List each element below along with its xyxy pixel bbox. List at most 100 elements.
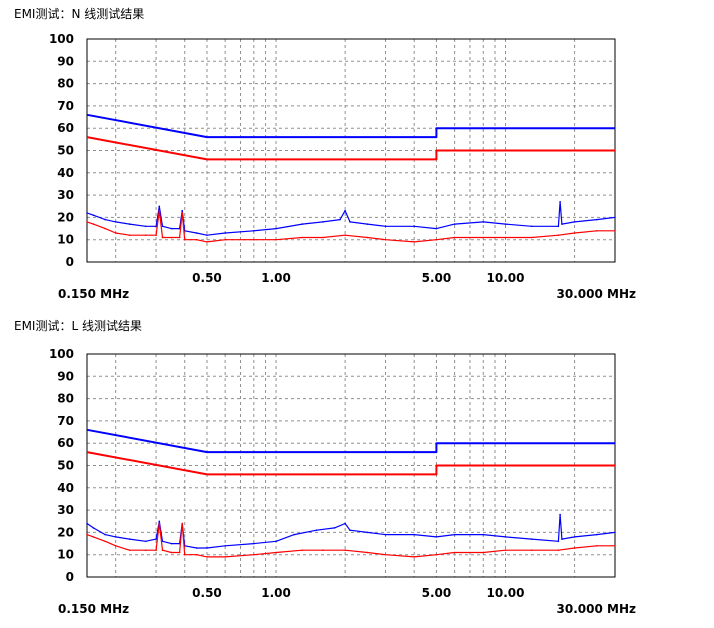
panel-title-l: EMI测试：L 线测试结果 xyxy=(14,319,142,333)
y-tick-label: 80 xyxy=(57,77,74,91)
data-point-measured-qp xyxy=(561,223,563,225)
x-tick-label: 1.00 xyxy=(261,271,291,285)
data-point-measured-qp xyxy=(453,223,456,225)
data-point-measured-avg xyxy=(322,236,324,239)
data-point-measured-avg xyxy=(504,549,507,551)
y-tick-label: 40 xyxy=(57,481,74,495)
data-point-measured-avg xyxy=(573,547,576,549)
data-point-measured-avg xyxy=(178,236,181,239)
data-point-measured-avg xyxy=(183,238,186,241)
data-point-measured-avg xyxy=(435,553,438,556)
range-start-label: 0.150 MHz xyxy=(58,602,129,616)
data-point-measured-avg xyxy=(596,545,598,547)
data-point-measured-avg xyxy=(155,234,157,236)
data-point-measured-avg xyxy=(161,236,164,239)
y-tick-label: 70 xyxy=(57,414,74,428)
data-point-measured-qp xyxy=(293,533,296,536)
data-point-measured-qp xyxy=(482,533,485,536)
data-point-measured-qp xyxy=(128,223,131,225)
data-point-measured-avg xyxy=(453,551,456,554)
series-line-limit-qp xyxy=(86,428,615,454)
data-point-measured-qp xyxy=(413,533,416,536)
y-tick-label: 60 xyxy=(57,436,74,450)
data-point-measured-qp xyxy=(530,225,533,228)
x-tick-label: 0.50 xyxy=(192,586,222,600)
data-point-measured-qp xyxy=(557,225,560,228)
data-point-measured-qp xyxy=(557,540,560,543)
data-point-measured-avg xyxy=(181,522,183,525)
x-tick-label: 10.00 xyxy=(487,271,525,285)
data-point-measured-avg xyxy=(104,227,106,230)
data-point-measured-qp xyxy=(596,218,598,221)
data-point-measured-qp xyxy=(315,529,318,531)
y-tick-label: 50 xyxy=(57,144,74,158)
data-point-measured-avg xyxy=(158,209,161,212)
data-point-measured-avg xyxy=(206,556,208,558)
data-point-measured-qp xyxy=(224,232,226,234)
data-point-measured-qp xyxy=(413,225,416,228)
range-end-label: 30.000 MHz xyxy=(557,287,636,301)
data-point-measured-qp xyxy=(195,547,198,549)
data-point-measured-avg xyxy=(170,236,173,239)
y-tick-label: 20 xyxy=(57,210,74,224)
data-point-measured-avg xyxy=(413,241,416,243)
data-point-measured-qp xyxy=(453,533,456,536)
data-point-measured-avg xyxy=(92,536,95,538)
data-point-measured-avg xyxy=(596,230,598,232)
data-point-measured-qp xyxy=(158,520,161,523)
data-point-measured-avg xyxy=(366,236,369,239)
data-point-measured-avg xyxy=(158,522,161,525)
data-point-measured-avg xyxy=(384,238,387,241)
data-point-measured-qp xyxy=(253,542,255,545)
data-point-measured-avg xyxy=(301,549,304,551)
x-tick-label: 1.00 xyxy=(261,586,291,600)
data-point-measured-qp xyxy=(144,225,147,228)
data-point-measured-avg xyxy=(322,549,324,551)
data-point-measured-avg xyxy=(183,553,186,556)
data-point-measured-avg xyxy=(614,230,616,232)
data-point-measured-qp xyxy=(482,221,485,223)
data-point-measured-avg xyxy=(161,549,164,551)
data-point-measured-qp xyxy=(344,522,346,525)
y-tick-label: 20 xyxy=(57,525,74,539)
y-tick-label: 40 xyxy=(57,166,74,180)
data-point-measured-avg xyxy=(114,232,117,234)
data-point-measured-qp xyxy=(206,547,208,549)
data-point-measured-avg xyxy=(92,223,95,225)
data-point-measured-qp xyxy=(384,225,387,228)
y-tick-label: 10 xyxy=(57,548,74,562)
data-point-measured-qp xyxy=(349,529,351,531)
data-point-measured-qp xyxy=(224,545,226,547)
data-point-measured-qp xyxy=(275,540,277,543)
data-point-measured-avg xyxy=(453,236,456,239)
y-tick-label: 50 xyxy=(57,459,74,473)
data-point-measured-qp xyxy=(181,209,183,212)
data-point-measured-qp xyxy=(435,227,438,230)
data-point-measured-avg xyxy=(482,551,485,554)
data-point-measured-qp xyxy=(573,221,576,223)
data-point-measured-qp xyxy=(504,223,507,225)
data-point-measured-avg xyxy=(344,234,346,236)
panel-title-n: EMI测试：N 线测试结果 xyxy=(14,7,145,21)
data-point-measured-avg xyxy=(144,549,147,551)
data-point-measured-avg xyxy=(195,553,198,556)
data-point-measured-qp xyxy=(161,540,164,543)
data-point-measured-qp xyxy=(333,527,336,529)
data-point-measured-avg xyxy=(128,549,131,551)
data-point-measured-avg xyxy=(573,232,576,234)
y-tick-label: 90 xyxy=(57,54,74,68)
data-point-measured-avg xyxy=(128,234,131,236)
data-point-measured-avg xyxy=(253,553,255,556)
data-point-measured-avg xyxy=(530,549,533,551)
data-point-measured-avg xyxy=(344,549,346,551)
data-point-measured-qp xyxy=(275,227,277,230)
data-point-measured-avg xyxy=(614,545,616,547)
data-point-measured-avg xyxy=(413,556,416,558)
data-point-measured-avg xyxy=(435,238,438,241)
data-point-measured-avg xyxy=(253,238,255,241)
data-point-measured-avg xyxy=(384,553,387,556)
data-point-measured-avg xyxy=(114,545,117,547)
data-point-measured-avg xyxy=(275,238,277,241)
